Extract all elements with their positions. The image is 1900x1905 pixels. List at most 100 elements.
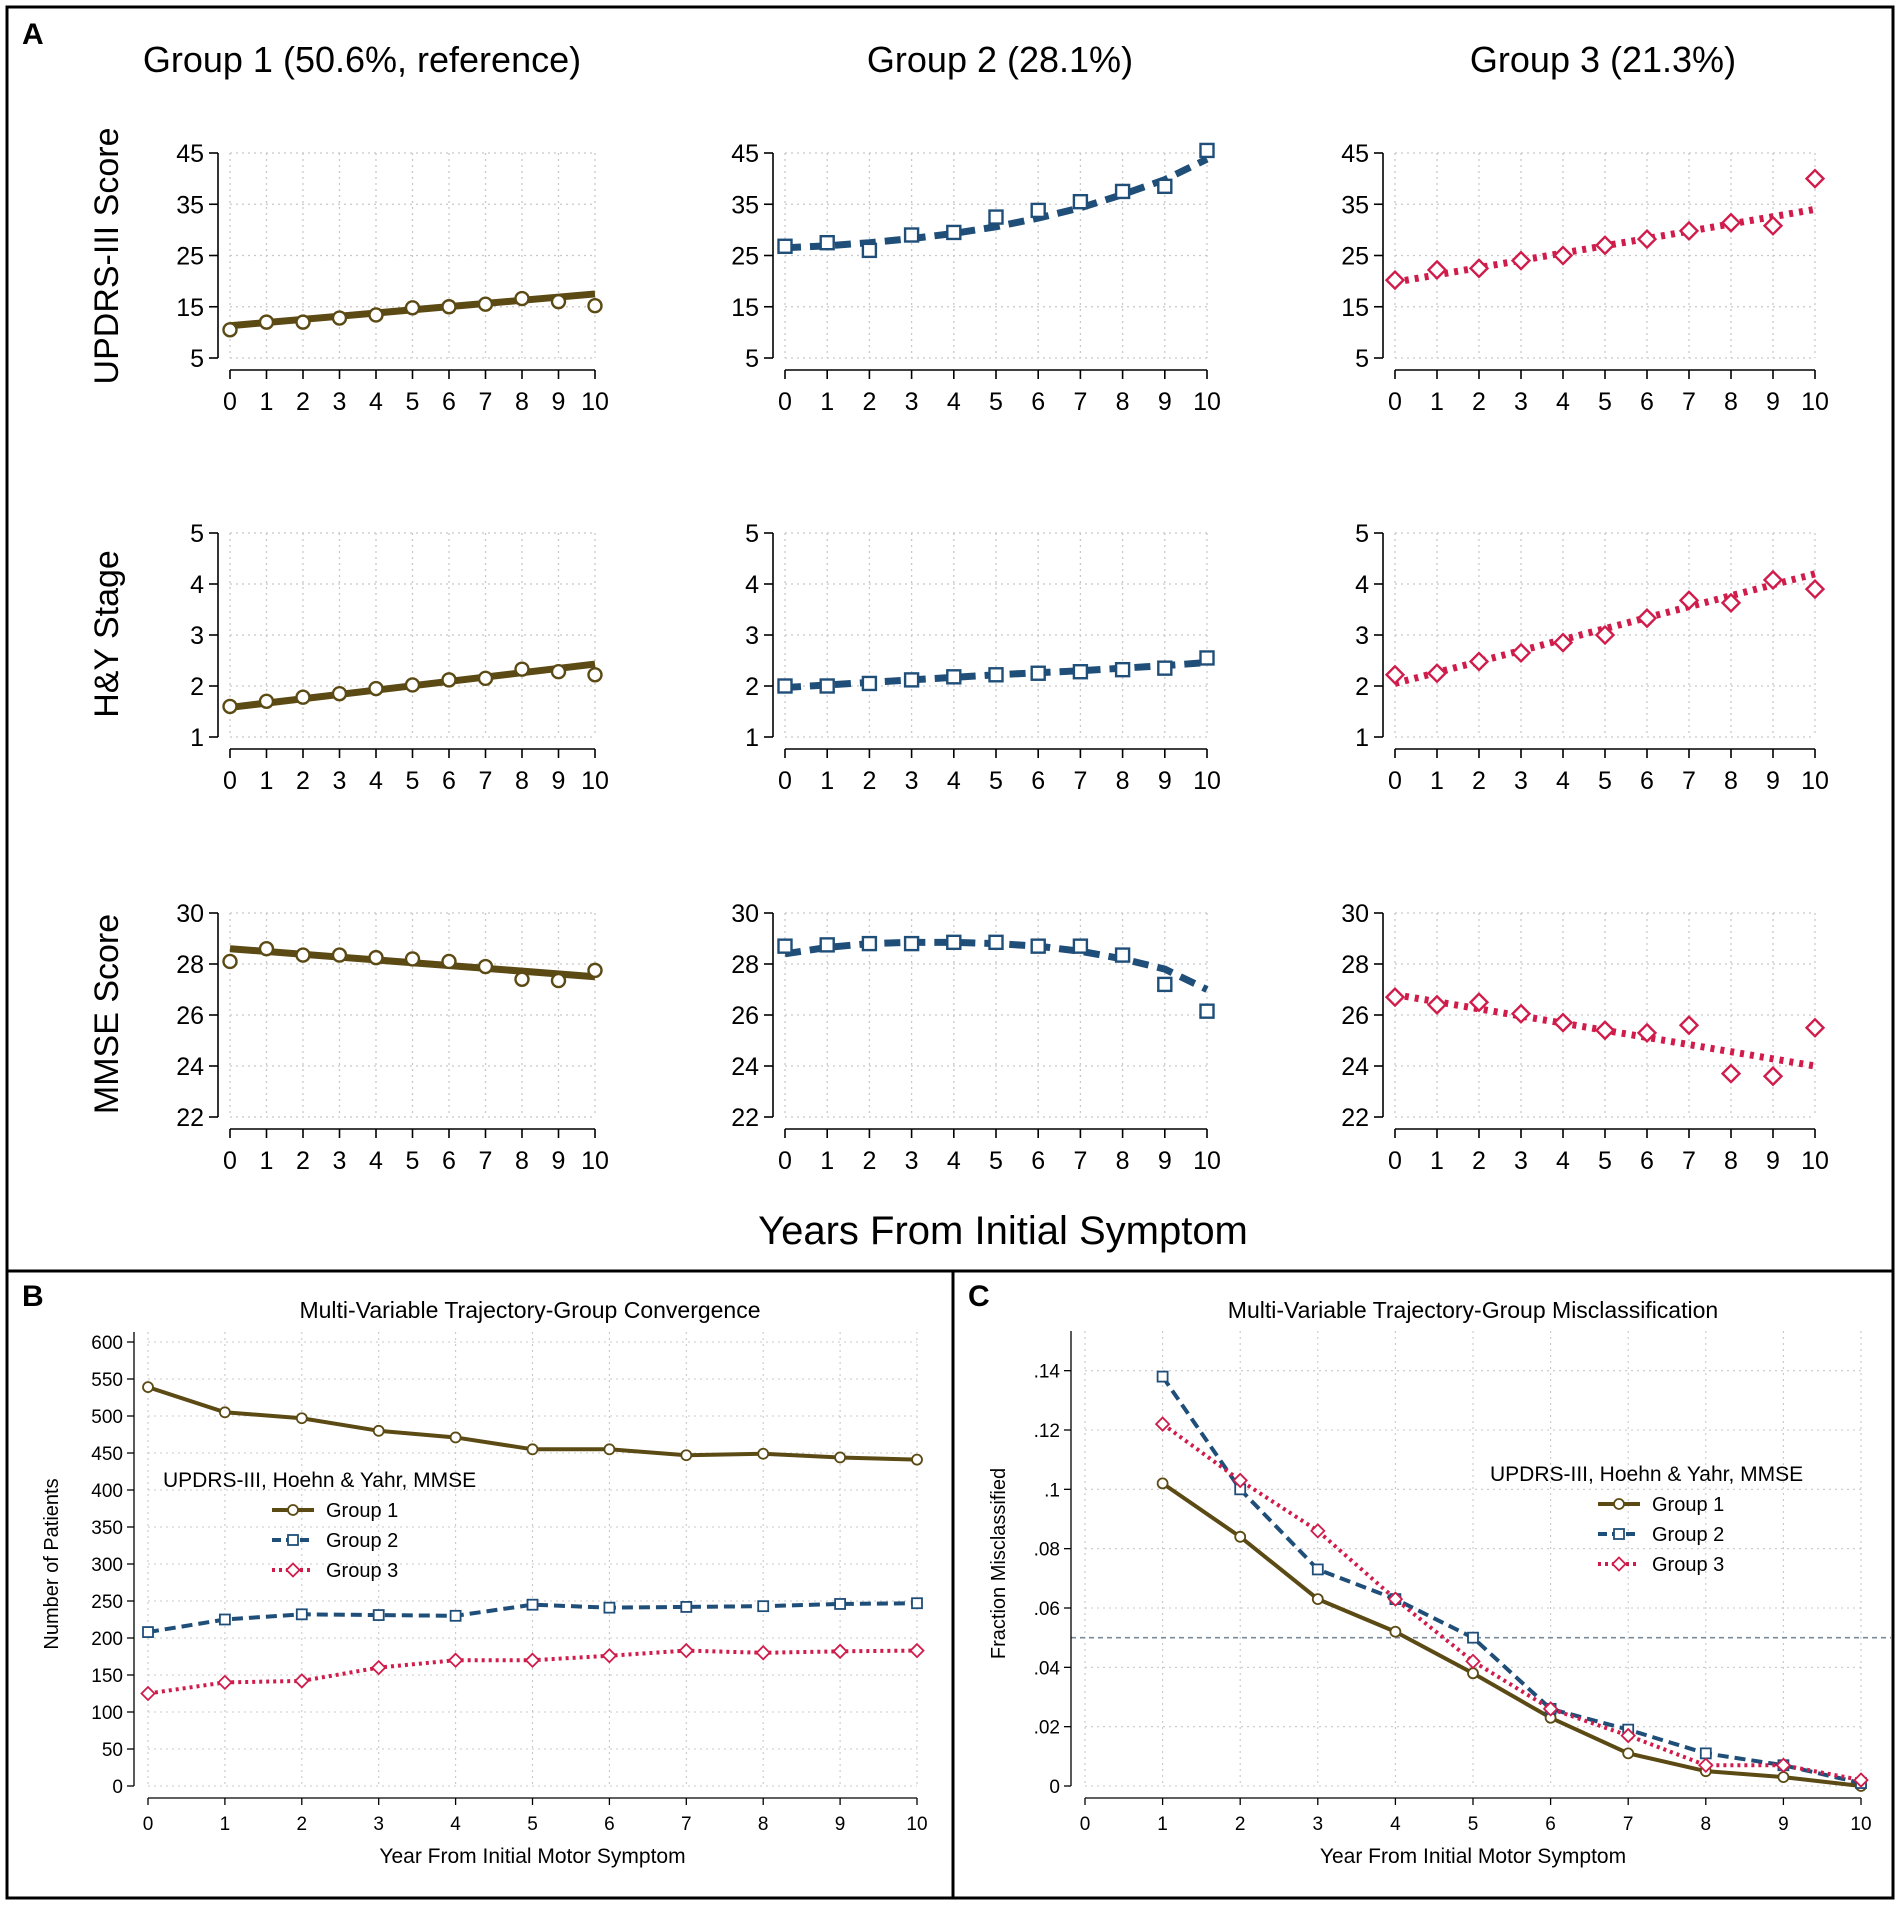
x-tick-label: 6 xyxy=(442,388,456,416)
panel-c-border xyxy=(951,1269,1895,1900)
x-tick-label: 5 xyxy=(406,388,420,416)
x-tick-label: 5 xyxy=(989,767,1003,795)
observed-point-group-3 xyxy=(1636,1022,1658,1043)
observed-point-group-3 xyxy=(1552,1012,1574,1033)
data-point-group-3 xyxy=(832,1643,848,1660)
x-tick-label: 9 xyxy=(1766,767,1780,795)
data-point-group-2 xyxy=(1467,1631,1479,1644)
observed-point-group-1 xyxy=(258,314,275,330)
x-tick-label: 9 xyxy=(1766,1147,1780,1175)
y-tick-label: .14 xyxy=(1034,1362,1061,1383)
y-tick-label: 3 xyxy=(1355,622,1369,650)
x-tick-label: 7 xyxy=(479,1147,493,1175)
y-tick-label: 3 xyxy=(190,622,204,650)
observed-point-group-2 xyxy=(777,238,793,254)
observed-point-group-2 xyxy=(903,672,920,688)
observed-point-group-1 xyxy=(550,293,567,310)
column-title-group-1: Group 1 (50.6%, reference) xyxy=(143,39,581,80)
observed-point-group-1 xyxy=(441,953,457,970)
observed-point-group-2 xyxy=(1114,661,1131,678)
x-tick-label: 10 xyxy=(1801,767,1829,795)
observed-point-group-1 xyxy=(477,958,494,975)
observed-point-group-1 xyxy=(587,962,603,979)
data-point-group-1 xyxy=(295,1412,308,1425)
x-tick-label: 4 xyxy=(1390,1814,1401,1835)
x-tick-label: 2 xyxy=(1472,767,1486,795)
observed-point-group-3 xyxy=(1468,651,1490,672)
x-tick-label: 1 xyxy=(820,1147,834,1175)
x-tick-label: 8 xyxy=(1724,388,1738,416)
observed-point-group-2 xyxy=(1199,650,1215,666)
observed-point-group-1 xyxy=(222,698,238,715)
data-point-group-1 xyxy=(1156,1477,1169,1490)
data-point-group-3 xyxy=(1620,1727,1636,1744)
y-tick-label: 250 xyxy=(91,1592,123,1613)
series-line-group-2 xyxy=(147,1601,918,1635)
observed-point-group-1 xyxy=(477,670,494,687)
observed-point-group-3 xyxy=(1384,987,1406,1008)
observed-point-group-2 xyxy=(861,935,878,952)
observed-point-group-2 xyxy=(988,667,1004,683)
observed-point-group-3 xyxy=(1804,1017,1826,1038)
data-point-group-1 xyxy=(680,1449,693,1462)
x-tick-label: 1 xyxy=(1157,1814,1168,1835)
data-point-group-3 xyxy=(524,1652,541,1668)
data-point-group-1 xyxy=(1389,1625,1402,1638)
y-tick-label: 24 xyxy=(731,1053,759,1081)
y-tick-label: 0 xyxy=(112,1777,123,1798)
x-tick-label: 9 xyxy=(835,1814,846,1835)
data-point-group-2 xyxy=(1311,1563,1324,1576)
x-tick-label: 4 xyxy=(947,1147,961,1175)
column-title-group-2: Group 2 (28.1%) xyxy=(867,39,1133,80)
data-point-group-2 xyxy=(295,1608,308,1621)
plot-r3-c2: 22 24 26 28 30 0 1 2 3 4 5 6 7 8 9 10 xyxy=(731,900,1221,1175)
fitted-line-group-2 xyxy=(784,156,1209,252)
data-point-group-2 xyxy=(1699,1747,1712,1760)
y-tick-label: 24 xyxy=(1341,1053,1369,1081)
data-point-group-3 xyxy=(755,1645,771,1661)
data-point-group-3 xyxy=(1387,1591,1404,1607)
x-tick-label: 9 xyxy=(1766,388,1780,416)
observed-point-group-1 xyxy=(331,310,348,326)
x-tick-label: 8 xyxy=(515,767,529,795)
y-tick-label: 26 xyxy=(1341,1002,1369,1030)
observed-point-group-3 xyxy=(1468,258,1490,279)
x-tick-label: 1 xyxy=(260,1147,274,1175)
data-point-group-2 xyxy=(603,1601,616,1614)
observed-point-group-1 xyxy=(368,680,384,697)
y-tick-label: 15 xyxy=(176,294,204,322)
x-tick-label: 0 xyxy=(223,1147,237,1175)
legend-marker-group-1 xyxy=(287,1504,299,1516)
observed-point-group-2 xyxy=(1157,660,1173,676)
observed-point-group-1 xyxy=(550,664,567,680)
observed-point-group-2 xyxy=(1072,664,1089,680)
x-tick-label: 10 xyxy=(581,767,609,795)
y-tick-label: 26 xyxy=(731,1002,759,1030)
data-point-group-1 xyxy=(1311,1593,1324,1605)
panel-a: Group 1 (50.6%, reference) Group 2 (28.1%… xyxy=(88,39,1829,1175)
observed-point-group-3 xyxy=(1510,250,1532,271)
observed-point-group-1 xyxy=(477,296,494,312)
x-tick-label: 2 xyxy=(296,1147,310,1175)
data-point-group-2 xyxy=(372,1609,385,1621)
x-tick-label: 10 xyxy=(1801,388,1829,416)
data-point-group-3 xyxy=(1154,1416,1171,1432)
observed-point-group-3 xyxy=(1384,664,1406,685)
observed-point-group-3 xyxy=(1510,1003,1532,1024)
observed-point-group-2 xyxy=(1072,938,1089,954)
panel-c: 0 .02 .04 .06 .08 .1 .12 .14 0 1 2 3 4 5 6 7 8 9 10 Multi-V… xyxy=(988,1297,1891,1868)
y-tick-label: 26 xyxy=(176,1002,204,1030)
y-tick-label: 500 xyxy=(91,1407,123,1428)
legend-label-group-3: Group 3 xyxy=(1652,1554,1724,1576)
y-tick-label: 300 xyxy=(91,1555,123,1576)
data-point-group-1 xyxy=(757,1447,770,1460)
observed-point-group-1 xyxy=(441,299,457,315)
observed-point-group-3 xyxy=(1720,1063,1742,1084)
legend-label-group-2: Group 2 xyxy=(1652,1524,1724,1546)
data-point-group-2 xyxy=(757,1600,770,1613)
data-point-group-3 xyxy=(1775,1757,1792,1774)
x-tick-label: 6 xyxy=(1031,767,1045,795)
